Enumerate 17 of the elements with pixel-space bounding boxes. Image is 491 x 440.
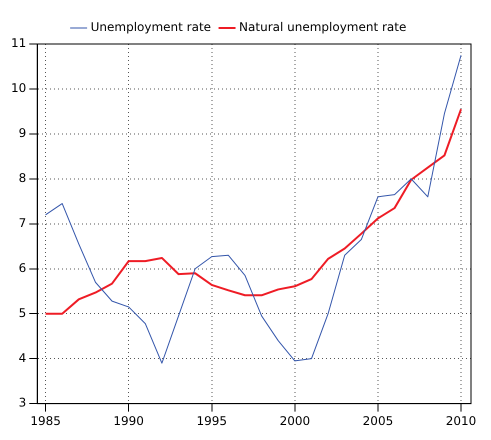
legend-label: Unemployment rate <box>90 20 212 34</box>
y-tick-label: 7 <box>18 216 26 230</box>
y-tick-label: 4 <box>18 350 26 365</box>
x-tick-label: 1985 <box>30 414 61 428</box>
y-tick-label: 3 <box>18 396 26 410</box>
x-tick-label: 2005 <box>362 414 394 428</box>
y-tick-label: 10 <box>10 81 26 96</box>
x-tick-label: 2010 <box>446 414 476 428</box>
y-tick-label: 11 <box>10 36 26 50</box>
x-tick-label: 2000 <box>280 414 310 428</box>
x-tick-label: 1990 <box>113 414 144 428</box>
y-tick-label: 9 <box>18 126 26 140</box>
y-tick-label: 8 <box>18 170 26 185</box>
y-tick-label: 6 <box>18 260 26 275</box>
legend-label: Natural unemployment rate <box>239 20 406 34</box>
x-tick-label: 1995 <box>196 414 228 428</box>
y-tick-label: 5 <box>18 306 26 320</box>
